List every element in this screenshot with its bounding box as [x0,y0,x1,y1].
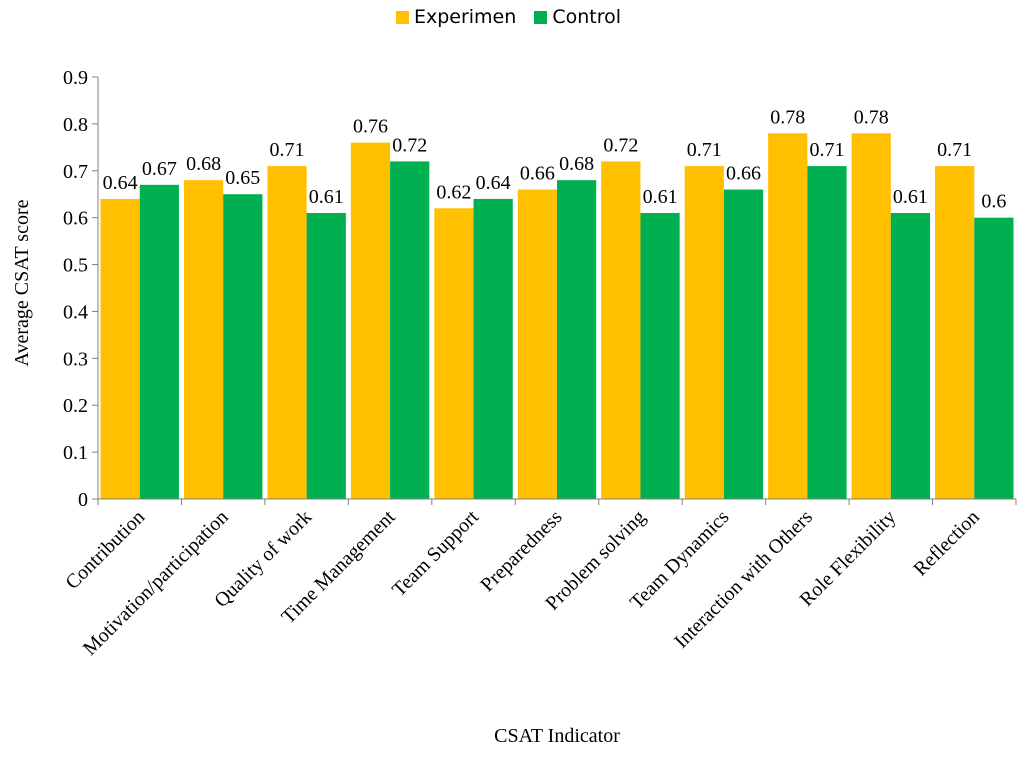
bar-control [807,166,847,500]
data-label: 0.72 [392,134,427,156]
data-label: 0.71 [270,139,305,161]
bar-control [390,161,430,499]
y-tick-label: 0.1 [63,442,88,464]
x-axis-label: CSAT Indicator [494,725,620,747]
x-tick-label: Interaction with Others [670,506,817,653]
data-label: 0.61 [643,186,678,208]
y-tick-label: 0.4 [63,301,88,323]
data-label: 0.68 [559,153,594,175]
bar-experimen [935,166,975,500]
data-label: 0.78 [770,106,805,128]
y-tick-label: 0.3 [63,348,88,370]
data-label: 0.6 [981,191,1006,213]
bar-experimen [183,180,224,499]
data-label: 0.67 [142,158,177,180]
data-label: 0.64 [103,172,138,194]
legend-label-control: Control [552,6,622,28]
y-tick-label: 0.6 [63,208,88,230]
bar-experimen [267,166,307,500]
chart-legend: Experimen Control [0,6,1017,29]
data-label: 0.72 [603,134,638,156]
x-tick-label: Reflection [909,506,983,580]
y-tick-label: 0.9 [63,67,88,89]
data-label: 0.71 [687,139,722,161]
y-tick-label: 0.7 [63,161,88,183]
bar-experimen [684,166,724,500]
bar-control [557,180,597,499]
data-label: 0.71 [937,139,972,161]
bar-experimen [100,198,140,499]
data-label: 0.78 [854,106,889,128]
x-axis-ticks: ContributionMotivation/participationQual… [61,499,1017,660]
y-tick-label: 0.5 [63,255,88,277]
bar-control [306,212,346,499]
data-label: 0.64 [476,172,511,194]
y-axis-ticks: 0 0.1 0.2 0.3 0.4 0.5 0.6 0.7 0.8 0.9 [63,67,98,511]
y-tick-label: 0.2 [63,395,88,417]
x-tick-label: Preparedness [476,506,566,596]
bar-control [890,212,931,499]
bars: 0.640.67 0.680.650.710.610.760.720.62 0.64… [100,106,1014,500]
bar-experimen [434,208,474,500]
data-label: 0.61 [893,186,928,208]
data-label: 0.71 [809,139,844,161]
bar-control [974,217,1014,499]
data-label: 0.62 [436,181,471,203]
legend-swatch-experimen [395,10,409,24]
data-label: 0.66 [520,163,555,185]
data-label: 0.61 [309,186,344,208]
bar-experimen [851,133,891,499]
y-tick-label: 0.8 [63,114,88,136]
bar-experimen [517,189,557,500]
x-tick-label: Team Support [388,506,483,601]
bar-experimen [601,161,641,499]
x-tick-label: Motivation/participation [79,506,233,660]
legend-item-control: Control [534,6,621,28]
bar-control [473,198,513,499]
x-tick-label: Contribution [61,506,149,594]
bar-control [223,194,263,499]
data-label: 0.68 [186,153,221,175]
bar-experimen [768,133,808,499]
legend-swatch-control [534,10,548,24]
bar-experimen [350,142,391,499]
legend-label-experimen: Experimen [413,6,517,28]
y-axis-label: Average CSAT score [11,199,33,366]
bar-control [723,189,764,500]
data-label: 0.65 [225,167,260,189]
bar-control [640,212,680,499]
bar-control [139,184,179,499]
data-label: 0.76 [353,116,388,138]
y-tick-label: 0 [78,489,88,511]
legend-item-experimen: Experimen [395,6,517,28]
data-label: 0.66 [726,163,761,185]
